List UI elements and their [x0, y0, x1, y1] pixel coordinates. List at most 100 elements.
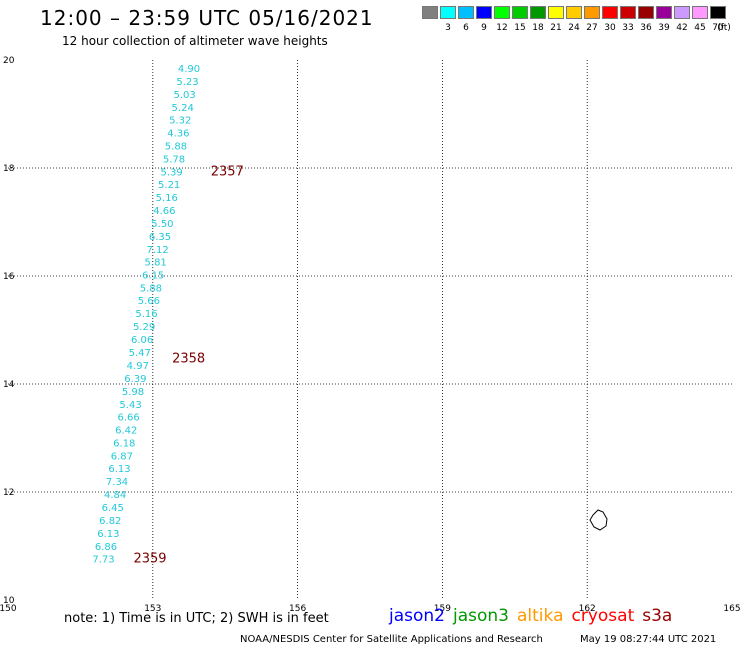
swh-value: 6.15: [142, 271, 164, 282]
swh-value: 6.42: [115, 426, 137, 437]
swh-value: 5.03: [173, 90, 195, 101]
swh-value: 6.18: [113, 439, 135, 450]
swh-value: 5.88: [165, 142, 187, 153]
y-tick-label: 14: [3, 380, 15, 390]
legend-label: 27: [586, 23, 598, 33]
swh-value: 5.21: [158, 180, 180, 191]
credit-text: NOAA/NESDIS Center for Satellite Applica…: [240, 634, 543, 645]
y-tick-label: 18: [3, 164, 15, 174]
swh-value: 5.81: [145, 258, 167, 269]
legend-label: 9: [481, 23, 487, 33]
legend-label: 18: [532, 23, 544, 33]
x-tick-label: 165: [723, 604, 740, 614]
swh-value: 5.23: [176, 77, 198, 88]
swh-value: 5.43: [119, 400, 141, 411]
time-label: 2358: [172, 351, 205, 366]
legend-swatch: [656, 6, 672, 19]
swh-value: 6.06: [131, 335, 153, 346]
legend-unit: (ft): [717, 23, 731, 33]
legend-label: 3: [445, 23, 451, 33]
swh-value: 5.29: [133, 322, 155, 333]
legend-swatch: [422, 6, 438, 19]
time-labels: 2357 2358 2359: [133, 165, 243, 567]
footer-note: note: 1) Time is in UTC; 2) SWH is in fe…: [64, 611, 329, 626]
swh-value: 4.90: [178, 64, 200, 75]
y-tick-label: 20: [3, 56, 15, 66]
x-tick-label: 150: [0, 604, 17, 614]
satellite-name: cryosat: [571, 606, 635, 626]
legend-swatch: [620, 6, 636, 19]
legend-swatch: [476, 6, 492, 19]
legend-swatch: [692, 6, 708, 19]
legend-swatch: [458, 6, 474, 19]
legend-label: 30: [604, 23, 616, 33]
legend-label: 24: [568, 23, 580, 33]
swh-value: 5.32: [169, 116, 191, 127]
swh-value: 5.16: [135, 309, 157, 320]
swh-value: 5.50: [151, 219, 173, 230]
swh-value: 7.12: [146, 245, 168, 256]
x-tick-label: 156: [289, 604, 306, 614]
swh-value: 6.39: [124, 374, 146, 385]
swh-value: 5.98: [122, 387, 144, 398]
legend-swatch: [710, 6, 726, 19]
time-label: 2359: [133, 552, 166, 567]
swh-value: 5.24: [172, 103, 194, 114]
legend-label: 6: [463, 23, 469, 33]
time-label: 2357: [211, 165, 244, 180]
swh-value: 6.13: [97, 529, 119, 540]
swh-value: 5.47: [129, 348, 151, 359]
swh-value: 6.82: [99, 516, 121, 527]
legend-label: 36: [640, 23, 652, 33]
axis-labels: 150 153 156 159 162 165 20 18 16 14 12 10: [0, 56, 740, 614]
satellite-name: s3a: [642, 606, 673, 626]
swh-labels: 4.90 5.23 5.03 5.24 5.32 4.36 5.88 5.78 5.395.21…: [92, 64, 200, 566]
swh-value: 4.84: [104, 490, 126, 501]
y-tick-label: 10: [3, 596, 15, 606]
swh-value: 5.88: [140, 284, 162, 295]
legend-swatch: [674, 6, 690, 19]
legend-swatch: [584, 6, 600, 19]
swh-value: 6.35: [149, 232, 171, 243]
swh-value: 4.66: [153, 206, 175, 217]
generated-timestamp: May 19 08:27:44 UTC 2021: [580, 634, 717, 645]
legend-label: 15: [514, 23, 526, 33]
swh-value: 7.73: [92, 555, 114, 566]
legend-label: 12: [496, 23, 508, 33]
swh-value: 5.39: [160, 168, 182, 179]
legend-label: 70: [712, 23, 724, 33]
island-shape: [589, 509, 608, 531]
swh-value: 6.86: [95, 542, 117, 553]
satellite-name: altika: [517, 606, 564, 626]
satellite-name: jason3: [453, 606, 509, 626]
swh-value: 5.16: [156, 193, 178, 204]
legend-swatch: [512, 6, 528, 19]
y-tick-label: 12: [3, 488, 14, 498]
y-tick-label: 16: [3, 272, 15, 282]
map-grid: [8, 60, 732, 600]
swh-value: 7.34: [106, 477, 128, 488]
x-tick-label: 162: [579, 604, 596, 614]
swh-value: 6.45: [102, 503, 124, 514]
swh-value: 6.87: [111, 452, 133, 463]
island-outline: [589, 509, 608, 531]
legend-label: 42: [676, 23, 688, 33]
legend-label: 39: [658, 23, 670, 33]
legend-label: 33: [622, 23, 634, 33]
swh-value: 5.66: [138, 296, 160, 307]
swh-value: 4.36: [167, 129, 189, 140]
legend-label: 45: [694, 23, 706, 33]
legend-label: 21: [550, 23, 562, 33]
x-tick-label: 159: [434, 604, 451, 614]
swh-value: 5.78: [163, 155, 185, 166]
satellite-name: jason2: [389, 606, 445, 626]
legend-swatch: [440, 6, 456, 19]
swh-value: 4.97: [127, 361, 149, 372]
legend-swatch: [530, 6, 546, 19]
page-title: 12:00 – 23:59 UTC 05/16/2021: [40, 6, 374, 30]
x-tick-label: 153: [144, 604, 161, 614]
satellite-legend: jason2 jason3 altika cryosat s3a: [389, 606, 680, 626]
legend-swatch: [602, 6, 618, 19]
